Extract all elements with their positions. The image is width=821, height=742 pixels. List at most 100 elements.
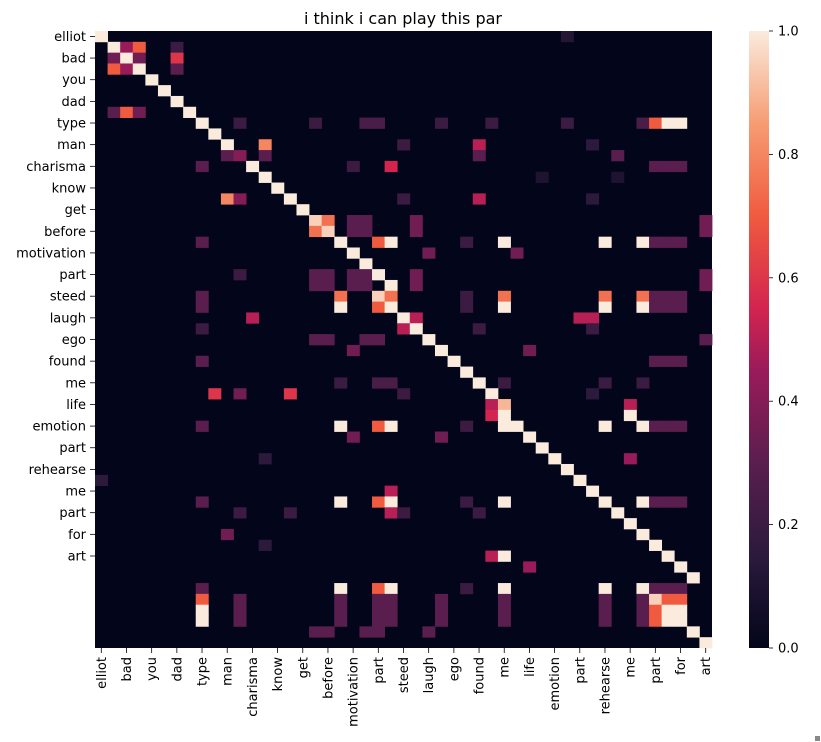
heatmap-cell [460,301,474,313]
heatmap-cell [384,507,398,519]
heatmap-cell [472,150,486,162]
heatmap-cell [661,236,675,248]
heatmap-cell [497,420,511,432]
heatmap-cell [422,247,436,259]
heatmap-cell [674,160,688,173]
heatmap-cell [472,507,486,519]
heatmap-cell [107,41,121,54]
heatmap-cell [258,150,272,162]
heatmap-cell [661,615,675,627]
heatmap-cell [321,334,335,346]
heatmap-cell [422,626,436,638]
col-tick-label: dad [170,657,185,681]
heatmap-cell [233,388,247,400]
colorbar-tick-label: 0.0 [778,642,799,657]
heatmap-cell [636,236,650,248]
heatmap-cell [346,160,360,173]
heatmap-cell [309,225,323,238]
heatmap-cell [384,301,398,313]
heatmap-cell [686,626,700,638]
col-tick-label: get [296,657,311,678]
heatmap-cell [636,301,650,313]
heatmap-cell [497,496,511,508]
heatmap-cell [485,409,499,422]
heatmap-cell [120,63,134,75]
heatmap-cell [598,420,612,432]
heatmap-cell [397,193,411,205]
heatmap-cell [170,63,184,75]
col-tick-labels: elliot bad you dad type man charisma know get bef… [95,648,714,727]
heatmap-cell [346,225,360,238]
heatmap-cell [372,269,386,281]
heatmap-cell [346,344,360,357]
heatmap-cell [321,626,335,638]
heatmap-cell [598,583,612,595]
col-tick-label: type [196,657,211,686]
heatmap-cell [472,193,486,205]
heatmap-cell [397,388,411,400]
heatmap-cell [636,615,650,627]
heatmap-cell [460,420,474,432]
col-tick-label: laugh [422,657,437,693]
heatmap-cell [636,528,650,541]
heatmap-cell [384,593,398,606]
heatmap-cell [183,106,197,118]
row-tick-label: man [57,138,86,153]
row-tick-label: bad [62,52,86,67]
row-tick-label: charisma [26,160,86,175]
heatmap-cell [409,215,423,227]
heatmap-cell [674,355,688,367]
heatmap-cell [497,583,511,595]
row-tick-label: art [68,549,86,564]
heatmap-cell [195,160,209,173]
heatmap-cell [497,399,511,411]
row-tick-label: steed [50,290,86,305]
heatmap-cell [372,626,386,638]
heatmap-cell [472,323,486,335]
row-tick-label: elliot [54,30,86,45]
heatmap-cell [460,583,474,595]
heatmap-cell [372,583,386,595]
heatmap-cell [346,279,360,292]
row-tick-label: me [65,485,86,500]
heatmap-cell [195,615,209,627]
heatmap-cell [497,409,511,422]
heatmap-cell [220,139,234,151]
heatmap-cell [649,583,663,595]
heatmap-cell [699,215,713,227]
heatmap-cell [699,269,713,281]
heatmap-cell [649,615,663,627]
heatmap-cell [623,399,637,411]
heatmap-cell [397,312,411,324]
heatmap-cell [510,247,524,259]
heatmap-cell [560,31,574,43]
heatmap-cell [548,453,562,465]
heatmap-cell [384,420,398,432]
heatmap-cell [233,193,247,205]
row-tick-label: laugh [50,311,86,326]
col-tick-label: before [321,657,336,699]
row-tick-label: dad [62,95,86,110]
heatmap-cell [611,507,625,519]
heatmap-cell [523,561,537,573]
heatmap-cell [661,583,675,595]
heatmap-cell [485,550,499,562]
heatmap-cell [497,301,511,313]
heatmap-cell [649,160,663,173]
heatmap-cell [195,355,209,367]
heatmap-cell [220,150,234,162]
heatmap-cell [636,496,650,508]
heatmap-background [95,31,712,648]
heatmap-cell [334,583,348,595]
heatmap-cell [120,106,134,118]
heatmap-cell [384,236,398,248]
heatmap-cell [409,323,423,335]
heatmap-cell [195,117,209,129]
row-tick-labels: elliot bad you dad type man charisma know get bef… [16,30,95,564]
heatmap-cell [233,615,247,627]
heatmap-cell [472,377,486,389]
heatmap-cell [523,344,537,357]
heatmap-cell [497,290,511,303]
heatmap-cell [359,258,373,270]
heatmap-cell [586,193,600,205]
